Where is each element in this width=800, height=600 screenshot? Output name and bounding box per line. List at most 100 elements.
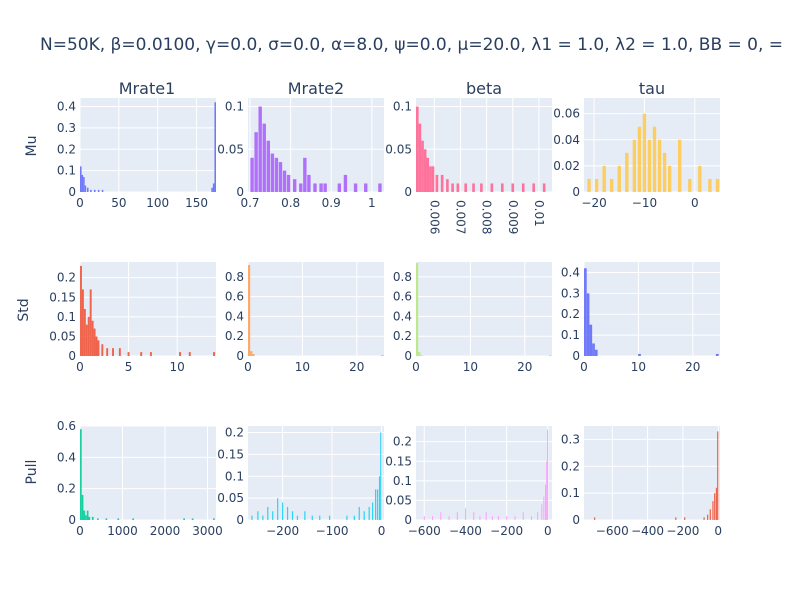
x-tick-label: 0: [714, 524, 722, 538]
panel-background: [80, 262, 216, 356]
histogram-bar: [610, 178, 614, 192]
histogram-bar: [83, 309, 86, 356]
x-tick-label: −400: [631, 524, 664, 538]
histogram-bar: [717, 431, 719, 520]
histogram-bar: [112, 348, 114, 356]
x-tick-label: 1: [368, 196, 376, 210]
y-tick-label: 0: [404, 513, 412, 527]
histogram-bar: [448, 516, 450, 520]
x-tick-label: −200: [266, 524, 299, 538]
y-tick-label: 0: [404, 185, 412, 199]
histogram-bar: [472, 183, 475, 192]
histogram-bar: [363, 511, 365, 520]
histogram-bar: [421, 140, 424, 192]
y-tick-label: 0.4: [393, 309, 412, 323]
histogram-bar: [637, 126, 642, 192]
panel-background: [416, 426, 552, 520]
x-tick-label: 50: [111, 196, 126, 210]
histogram-bar: [83, 510, 86, 520]
histogram-bar: [286, 174, 291, 192]
histogram-bar: [617, 165, 621, 192]
histogram-bar: [213, 518, 215, 520]
histogram-bar: [501, 183, 504, 192]
histogram-bar: [132, 518, 134, 520]
histogram-bar: [432, 516, 434, 520]
histogram-bar: [319, 183, 323, 192]
histogram-bar: [267, 506, 269, 520]
histogram-bar: [511, 183, 515, 192]
y-tick-label: 0.2: [225, 426, 244, 440]
histogram-bar: [440, 174, 444, 192]
y-tick-label: 0.2: [225, 329, 244, 343]
histogram-bar: [319, 515, 321, 520]
histogram-bar: [506, 516, 508, 520]
histogram-bar: [522, 512, 524, 520]
histogram-bar: [270, 153, 275, 192]
histogram-bar: [91, 320, 94, 356]
y-tick-label: 0.1: [225, 469, 244, 483]
histogram-bar: [307, 174, 311, 192]
figure-title: N=50K, β=0.0100, γ=0.0, σ=0.0, α=8.0, ψ=…: [40, 35, 783, 55]
histogram-bar: [707, 514, 709, 520]
y-tick-label: 0.1: [561, 486, 580, 500]
histogram-bar: [149, 352, 152, 356]
histogram-bar: [594, 349, 598, 356]
histogram-bar: [587, 178, 591, 192]
panel-std-tau: 0 0.1 0.2 0.3 0.4 0 10 20: [561, 262, 720, 374]
histogram-bar: [95, 336, 98, 356]
histogram-bar: [593, 517, 596, 520]
histogram-bar: [416, 262, 419, 356]
histogram-bar: [93, 328, 96, 356]
histogram-bar: [464, 183, 467, 192]
histogram-bar: [277, 498, 279, 520]
histogram-bar: [358, 506, 360, 520]
histogram-bar: [426, 157, 430, 192]
histogram-bar: [485, 512, 487, 520]
histogram-bar: [97, 518, 99, 520]
histogram-bar: [514, 516, 516, 520]
histogram-bar: [456, 183, 460, 192]
y-tick-label: 0.2: [561, 307, 580, 321]
y-tick-label: 0.3: [561, 286, 580, 300]
histogram-bar: [252, 354, 255, 356]
panel-pull-mrate1: 0 0.2 0.4 0.6 0 1000 2000 3000: [57, 419, 223, 538]
histogram-bar: [353, 183, 358, 192]
histogram-bar: [423, 516, 425, 520]
histogram-bar: [97, 189, 100, 192]
y-tick-label: 0.6: [393, 290, 412, 304]
panel-background: [416, 98, 552, 192]
histogram-bar: [87, 316, 90, 356]
histogram-bar: [101, 344, 104, 356]
histogram-bar: [429, 166, 432, 192]
histogram-bar: [678, 139, 682, 192]
y-tick-label: 0.05: [217, 491, 244, 505]
x-tick-label: 100: [146, 196, 169, 210]
y-tick-label: 0: [404, 349, 412, 363]
histogram-bar: [544, 484, 546, 520]
histogram-bar: [292, 179, 297, 192]
x-tick-label: 1000: [107, 524, 138, 538]
panel-background: [80, 98, 216, 192]
histogram-bar: [84, 185, 87, 192]
x-tick-label: 0.9: [322, 196, 341, 210]
x-tick-label: −600: [596, 524, 629, 538]
x-tick-label: −200: [490, 524, 523, 538]
y-tick-label: 0.4: [561, 265, 580, 279]
histogram-bar: [258, 106, 262, 192]
histogram-bar: [592, 343, 595, 356]
histogram-bar: [85, 324, 88, 356]
histogram-bar: [712, 501, 714, 520]
histogram-bar: [381, 355, 384, 356]
x-tick-label: 20: [685, 360, 700, 374]
histogram-bar: [684, 517, 686, 520]
histogram-bar: [299, 183, 303, 192]
x-tick-label: −600: [408, 524, 441, 538]
histogram-bar: [465, 508, 467, 520]
histogram-bar: [368, 506, 370, 520]
histogram-bar: [530, 516, 532, 520]
histogram-bar: [118, 348, 121, 356]
x-tick-label: 5: [125, 360, 133, 374]
column-title-beta: beta: [466, 79, 502, 98]
y-tick-label: 0: [572, 513, 580, 527]
x-tick-label: 0: [691, 196, 699, 210]
